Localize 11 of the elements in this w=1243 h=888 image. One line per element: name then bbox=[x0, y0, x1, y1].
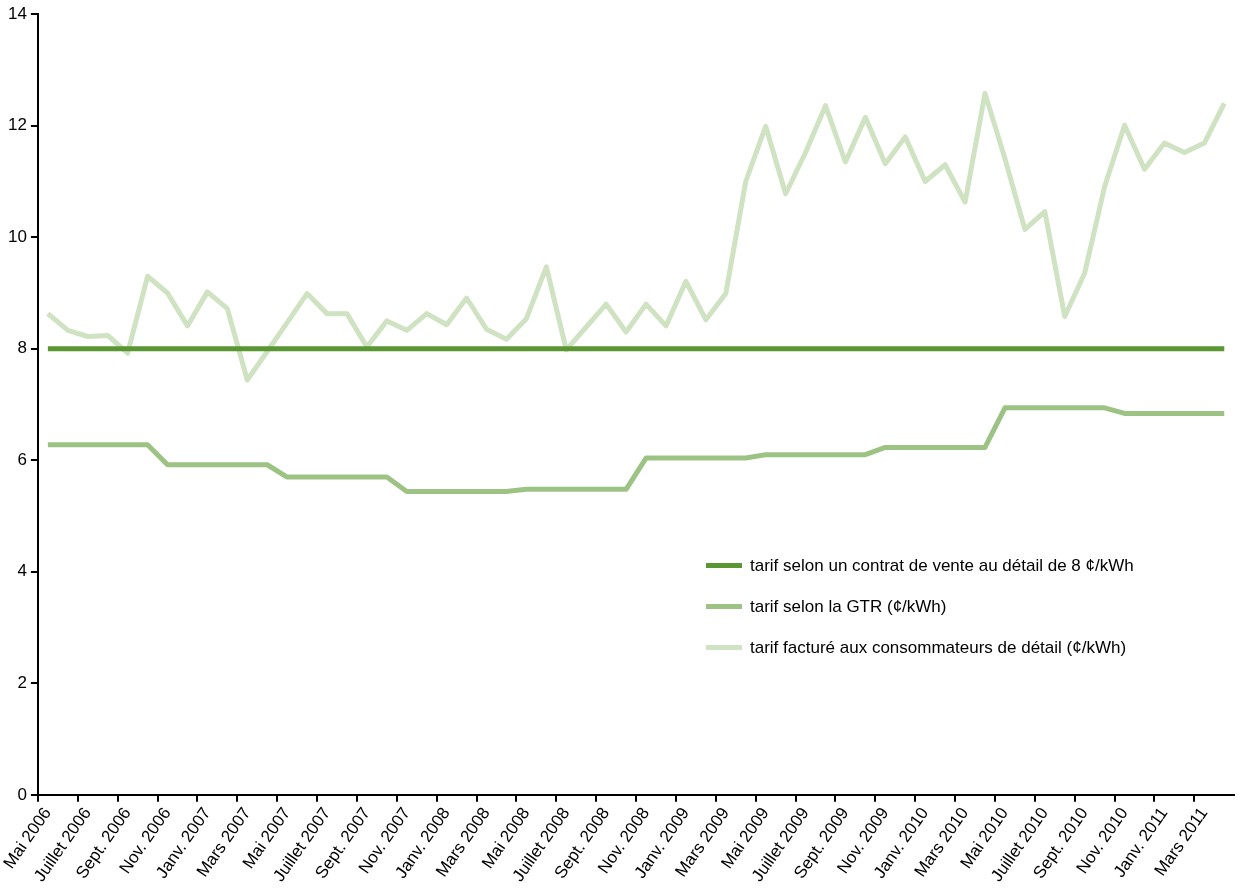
y-tick-label: 10 bbox=[7, 226, 27, 246]
y-tick-label: 2 bbox=[17, 673, 27, 693]
y-tick-label: 0 bbox=[17, 784, 27, 804]
y-tick-label: 6 bbox=[17, 449, 27, 469]
y-tick-label: 4 bbox=[17, 561, 27, 581]
legend-label: tarif facturé aux consommateurs de détail (¢/kWh) bbox=[750, 637, 1127, 658]
y-tick-label: 14 bbox=[7, 3, 27, 23]
legend-label: tarif selon un contrat de vente au détail de 8 ¢/kWh bbox=[750, 555, 1134, 576]
y-tick-label: 8 bbox=[17, 338, 27, 358]
legend-label: tarif selon la GTR (¢/kWh) bbox=[750, 596, 947, 617]
y-tick-label: 12 bbox=[7, 115, 27, 135]
